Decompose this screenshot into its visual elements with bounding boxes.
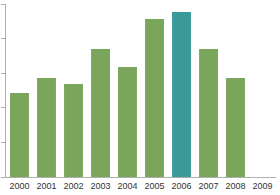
- svg-text:2003: 2003: [90, 181, 110, 191]
- svg-text:2007: 2007: [198, 181, 218, 191]
- svg-text:2009: 2009: [252, 181, 272, 191]
- svg-text:2000: 2000: [9, 181, 29, 191]
- svg-text:2008: 2008: [225, 181, 245, 191]
- svg-text:2006: 2006: [171, 181, 191, 191]
- svg-text:2005: 2005: [144, 181, 164, 191]
- svg-text:2001: 2001: [36, 181, 56, 191]
- svg-text:2002: 2002: [63, 181, 83, 191]
- svg-text:2004: 2004: [117, 181, 137, 191]
